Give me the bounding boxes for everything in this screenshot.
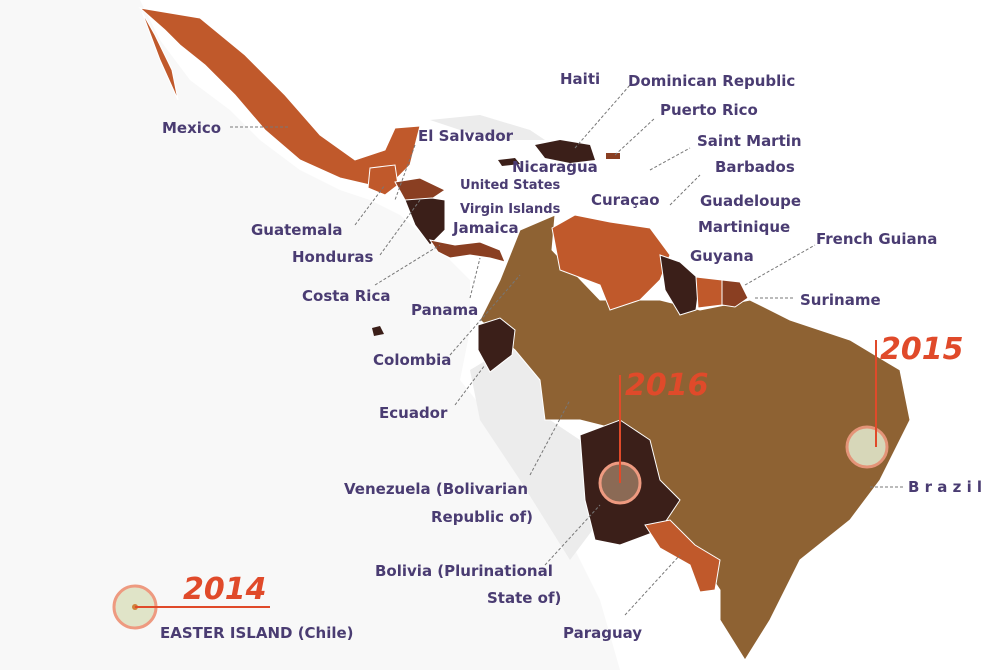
suriname-shape xyxy=(695,276,723,309)
costa-rica-panama-shape xyxy=(428,239,506,263)
peru-land xyxy=(470,340,600,560)
label-bolivia-line1: Bolivia (Plurinational xyxy=(375,562,553,580)
mexico-shape xyxy=(138,7,421,186)
label-french-guiana: French Guiana xyxy=(816,230,938,248)
marker-2014 xyxy=(112,584,270,630)
label-bolivia-line2: State of) xyxy=(487,589,562,607)
marker-2015 xyxy=(845,340,889,469)
label-colombia: Colombia xyxy=(373,351,452,369)
label-easter-island: EASTER ISLAND (Chile) xyxy=(160,624,354,642)
haiti-dr-shape xyxy=(535,140,595,163)
label-usvi-line1: United States xyxy=(460,178,561,193)
guyana-shape xyxy=(659,254,701,316)
north-america-land xyxy=(0,0,620,670)
label-martinique: Martinique xyxy=(698,218,791,236)
label-dominican-republic: Dominican Republic xyxy=(628,72,796,90)
label-suriname: Suriname xyxy=(800,291,881,309)
galapagos-shape xyxy=(372,326,384,336)
label-guatemala: Guatemala xyxy=(251,221,343,239)
year-2014: 2014 xyxy=(183,572,267,607)
paraguay-shape xyxy=(644,519,721,593)
label-brazil: B r a z i l xyxy=(908,478,983,496)
label-ecuador: Ecuador xyxy=(379,404,448,422)
label-paraguay: Paraguay xyxy=(563,624,643,642)
venezuela-shape xyxy=(551,214,671,311)
ecuador-shape xyxy=(477,317,516,373)
label-haiti: Haiti xyxy=(560,70,601,88)
label-guyana: Guyana xyxy=(690,247,754,265)
label-mexico: Mexico xyxy=(162,119,222,137)
label-usvi-line2: Virgin Islands xyxy=(460,202,561,217)
label-jamaica: Jamaica xyxy=(453,219,519,237)
jamaica-shape xyxy=(498,158,520,166)
honduras-shape xyxy=(394,177,447,201)
label-guadeloupe: Guadeloupe xyxy=(700,192,802,210)
year-2015: 2015 xyxy=(880,332,964,367)
label-honduras: Honduras xyxy=(292,248,374,266)
label-el-salvador: El Salvador xyxy=(418,127,514,145)
puerto-rico-shape xyxy=(606,153,620,159)
label-barbados: Barbados xyxy=(715,158,795,176)
label-venezuela-line1: Venezuela (Bolivarian xyxy=(344,480,528,498)
marker-2016 xyxy=(598,375,642,505)
guatemala-shape xyxy=(367,164,399,196)
year-2016: 2016 xyxy=(625,368,709,403)
french-guiana-shape xyxy=(721,279,749,308)
label-panama: Panama xyxy=(411,301,479,319)
label-saint-martin: Saint Martin xyxy=(697,132,802,150)
label-venezuela-line2: Republic of) xyxy=(431,508,533,526)
label-nicaragua: Nicaragua xyxy=(512,158,598,176)
nicaragua-shape xyxy=(404,197,446,246)
leader-lines xyxy=(230,84,905,616)
label-costa-rica: Costa Rica xyxy=(302,287,391,305)
cuba-land xyxy=(430,115,545,140)
label-curacao: Curaçao xyxy=(591,191,660,209)
label-puerto-rico: Puerto Rico xyxy=(660,101,758,119)
